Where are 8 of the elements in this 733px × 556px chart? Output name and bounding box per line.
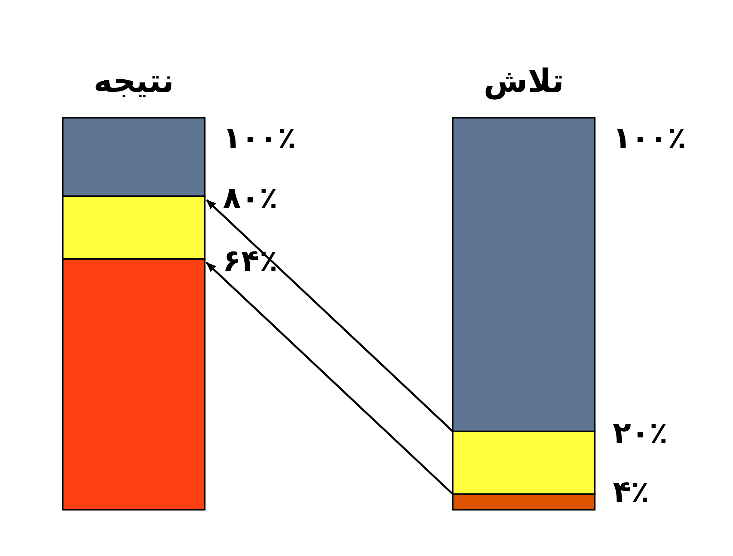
annotation: ۱۰۰٪: [223, 121, 296, 156]
x-tick-label: تلاش: [484, 62, 564, 100]
annotation: ۴٪: [613, 475, 650, 510]
x-tick-label: نتیجه: [94, 62, 174, 100]
annotation: ۸۰٪: [223, 181, 278, 216]
annotation: ۲۰٪: [613, 416, 668, 452]
annotation: ۶۴٪: [223, 244, 278, 280]
annotation: ۱۰۰٪: [613, 121, 686, 156]
